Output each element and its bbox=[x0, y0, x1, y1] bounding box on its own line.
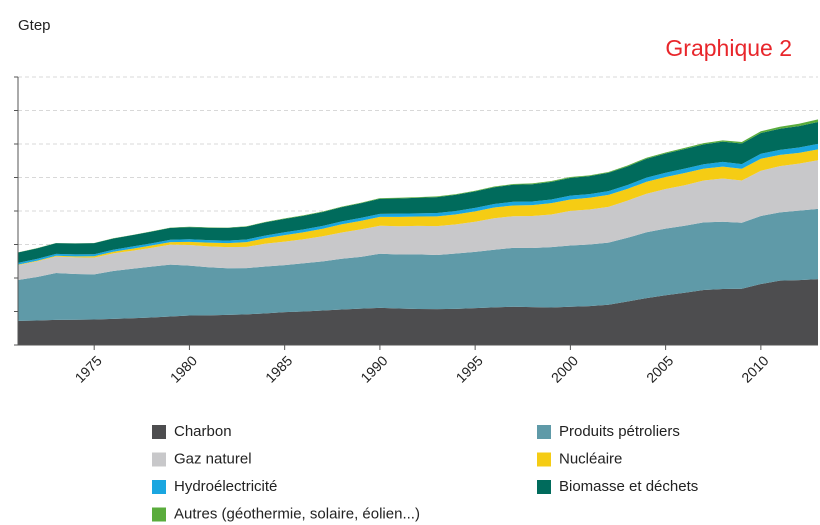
legend-label: Nucléaire bbox=[559, 450, 622, 467]
x-tick-label: 1975 bbox=[72, 352, 105, 385]
legend: Charbon Produits pétroliers Gaz naturel Nuc… bbox=[152, 423, 698, 522]
legend-label: Charbon bbox=[174, 423, 232, 440]
legend-swatch bbox=[537, 425, 551, 439]
legend-label: Biomasse et déchets bbox=[559, 478, 698, 495]
legend-label: Autres (géothermie, solaire, éolien...) bbox=[174, 505, 420, 522]
area bbox=[18, 279, 818, 345]
chart-title: Graphique 2 bbox=[665, 35, 792, 61]
x-tick-label: 2010 bbox=[738, 352, 771, 385]
area bbox=[18, 160, 818, 281]
x-tick-label: 2005 bbox=[643, 352, 676, 385]
x-tick-label: 1990 bbox=[357, 352, 390, 385]
legend-label: Gaz naturel bbox=[174, 450, 252, 467]
legend-swatch bbox=[537, 480, 551, 494]
legend-swatch bbox=[152, 452, 166, 467]
legend-swatch bbox=[537, 452, 551, 467]
y-axis-unit: Gtep bbox=[18, 17, 51, 34]
legend-label: Produits pétroliers bbox=[559, 423, 680, 440]
x-tick-label: 2000 bbox=[548, 352, 581, 385]
areas bbox=[18, 119, 818, 345]
legend-label: Hydroélectricité bbox=[174, 478, 277, 495]
legend-swatch bbox=[152, 425, 166, 439]
legend-swatch bbox=[152, 507, 166, 522]
legend-swatch bbox=[152, 480, 166, 494]
x-tick-label: 1995 bbox=[453, 352, 486, 385]
area bbox=[18, 208, 818, 321]
x-tick-label: 1985 bbox=[262, 352, 295, 385]
area bbox=[18, 122, 818, 263]
x-tick-label: 1980 bbox=[167, 352, 200, 385]
